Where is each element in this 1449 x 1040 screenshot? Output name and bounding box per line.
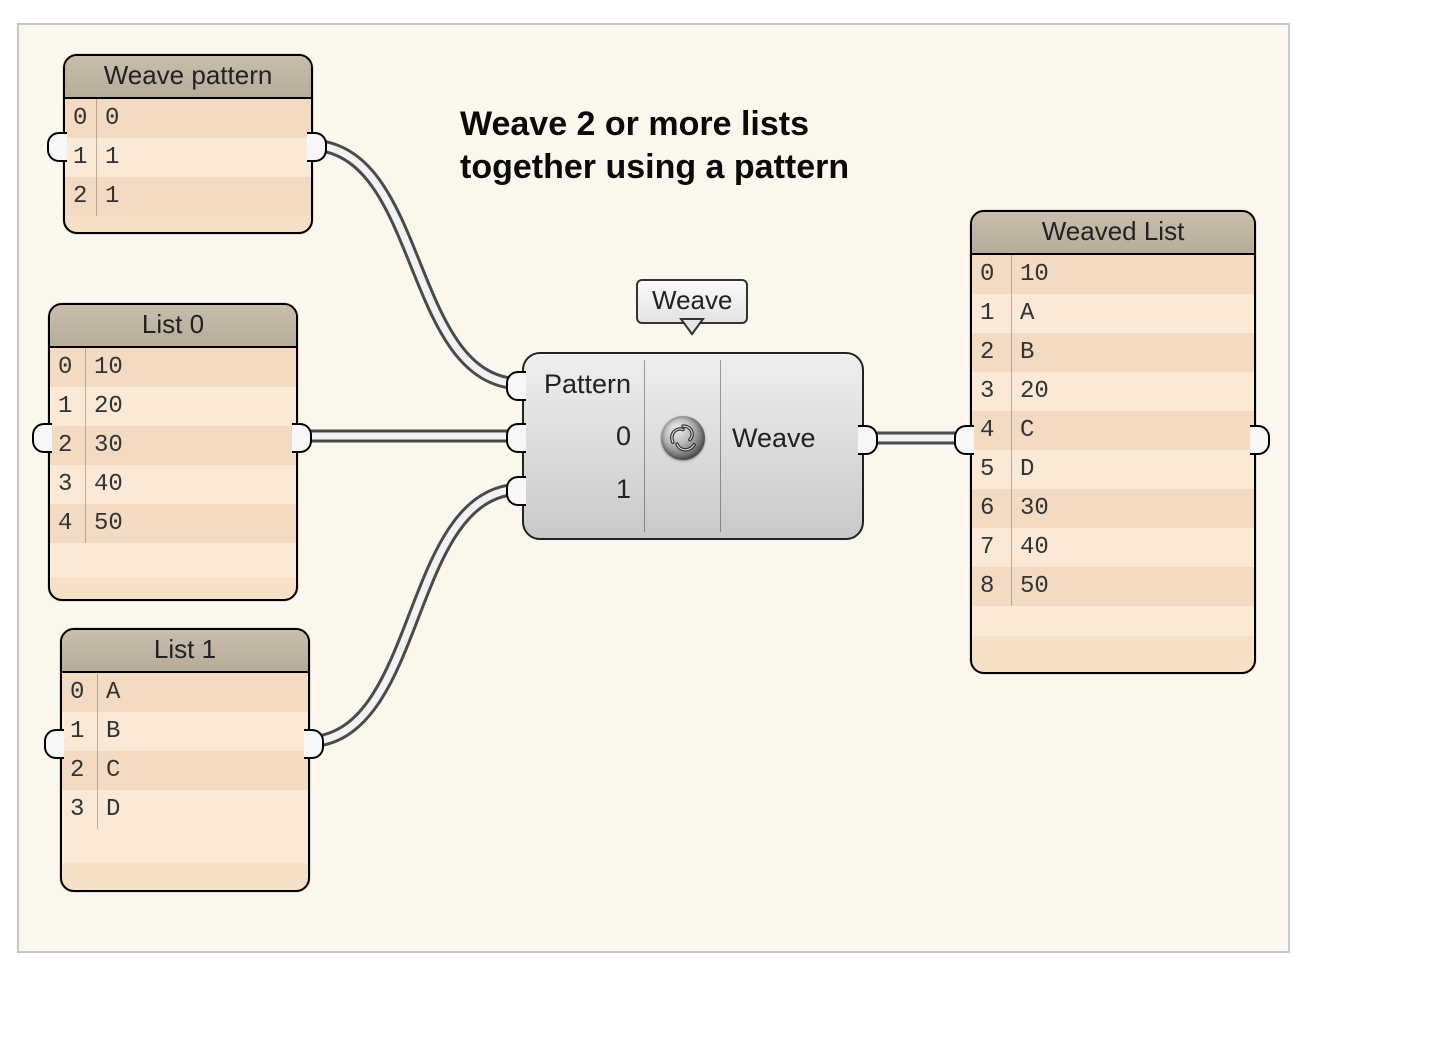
row-index: 2 [62,751,98,790]
port-grip[interactable] [307,132,327,162]
row-index: 0 [65,99,97,138]
panel-body: 0101A2B3204C5D630740850 [972,255,1254,636]
port-grip[interactable] [32,423,52,453]
row-value: 10 [86,348,296,387]
panel-body: 0A1B2C3D [62,673,308,863]
row-index: 1 [50,387,86,426]
port-grip[interactable] [44,729,64,759]
row-index: 2 [972,333,1012,372]
row-value: 10 [1012,255,1254,294]
row-value: D [98,790,308,829]
row-value: 30 [1012,489,1254,528]
port-grip[interactable] [506,423,526,453]
panel-body: 001121 [65,99,311,216]
row-value: B [1012,333,1254,372]
panel-weaved[interactable]: Weaved List0101A2B3204C5D630740850 [970,210,1256,674]
panel-header: List 0 [50,305,296,348]
row-value: 1 [97,138,311,177]
row-index: 6 [972,489,1012,528]
port-grip[interactable] [506,371,526,401]
row-index: 2 [65,177,97,216]
row-index: 0 [62,673,98,712]
row-value: 30 [86,426,296,465]
row-value: 0 [97,99,311,138]
port-grip[interactable] [304,729,324,759]
row-value: 40 [86,465,296,504]
panel-filler [62,829,308,863]
row-value: D [1012,450,1254,489]
title-line-2: together using a pattern [460,148,849,186]
diagram-title: Weave 2 or more lists together using a pa… [460,103,849,188]
row-index: 5 [972,450,1012,489]
panel-list1[interactable]: List 10A1B2C3D [60,628,310,892]
row-index: 7 [972,528,1012,567]
row-value: A [1012,294,1254,333]
weave-icon [661,416,705,460]
panel-filler [972,606,1254,636]
row-index: 1 [972,294,1012,333]
row-index: 2 [50,426,86,465]
row-value: C [1012,411,1254,450]
weave-component[interactable]: Pattern 0 1 Weave [522,352,864,540]
row-index: 0 [972,255,1012,294]
title-line-1: Weave 2 or more lists [460,105,809,143]
row-index: 3 [62,790,98,829]
port-grip[interactable] [858,425,878,455]
panel-header: Weaved List [972,212,1254,255]
row-index: 3 [972,372,1012,411]
canvas: Weave 2 or more lists together using a pa… [0,0,1449,1040]
row-value: 50 [86,504,296,543]
input-label-in1: 1 [616,474,631,505]
component-divider [644,360,645,532]
row-index: 0 [50,348,86,387]
input-label-in0: 0 [616,421,631,452]
row-value: B [98,712,308,751]
row-index: 4 [972,411,1012,450]
port-grip[interactable] [954,425,974,455]
row-value: 20 [86,387,296,426]
row-value: 1 [97,177,311,216]
row-value: A [98,673,308,712]
row-index: 4 [50,504,86,543]
component-divider [720,360,721,532]
port-grip[interactable] [1250,425,1270,455]
row-index: 1 [65,138,97,177]
panel-filler [50,543,296,577]
panel-body: 010120230340450 [50,348,296,577]
port-grip[interactable] [47,132,67,162]
row-value: 40 [1012,528,1254,567]
row-value: C [98,751,308,790]
port-grip[interactable] [506,476,526,506]
panel-list0[interactable]: List 0010120230340450 [48,303,298,601]
panel-header: Weave pattern [65,56,311,99]
panel-header: List 1 [62,630,308,673]
row-value: 50 [1012,567,1254,606]
output-label-weave: Weave [732,423,816,454]
input-label-pattern: Pattern [544,369,631,400]
tag-arrow-icon [679,318,705,336]
port-grip[interactable] [292,423,312,453]
row-value: 20 [1012,372,1254,411]
row-index: 1 [62,712,98,751]
row-index: 8 [972,567,1012,606]
row-index: 3 [50,465,86,504]
panel-weave_pattern[interactable]: Weave pattern001121 [63,54,313,234]
